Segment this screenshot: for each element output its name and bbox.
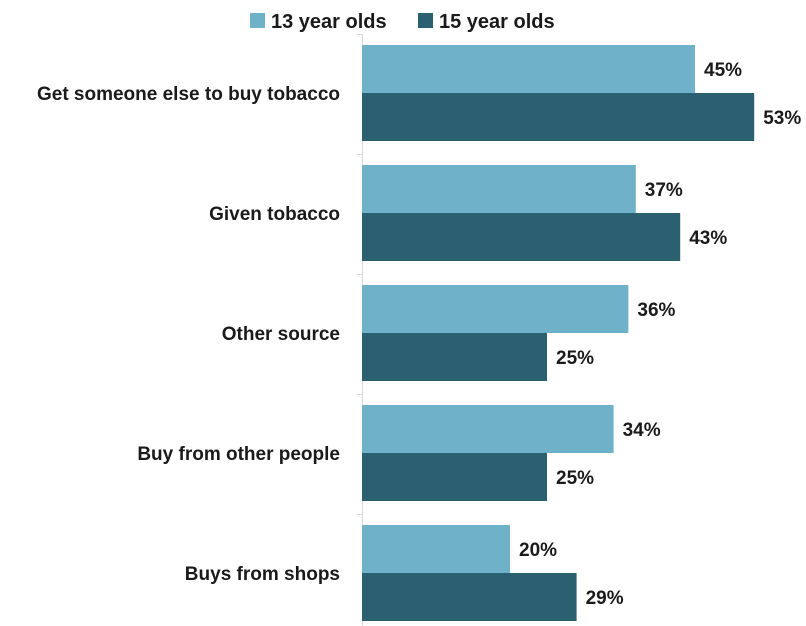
labels: Get someone else to buy tobacco 45% 53% Giv… — [37, 60, 801, 609]
bar-15-year-olds-buys-from-shops — [362, 573, 577, 621]
data-label-13-year-olds-given-tobacco: 37% — [645, 180, 683, 201]
data-label-15-year-olds-other-source: 25% — [556, 348, 594, 369]
legend-swatch-13-year-olds — [250, 13, 265, 28]
legend-label-13-year-olds: 13 year olds — [271, 11, 387, 33]
data-label-13-year-olds-other-source: 36% — [637, 300, 675, 321]
category-label-get-someone-else-to-buy-tobacco: Get someone else to buy tobacco — [37, 84, 340, 105]
category-label-other-source: Other source — [222, 324, 340, 345]
data-label-13-year-olds-buys-from-shops: 20% — [519, 540, 557, 561]
bar-13-year-olds-buys-from-shops — [362, 525, 510, 573]
data-label-15-year-olds-given-tobacco: 43% — [689, 228, 727, 249]
category-label-given-tobacco: Given tobacco — [209, 204, 340, 225]
bar-15-year-olds-other-source — [362, 333, 547, 381]
category-axis — [357, 34, 363, 626]
legend-swatch-15-year-olds — [418, 13, 433, 28]
legend-label-15-year-olds: 15 year olds — [439, 11, 555, 33]
bar-13-year-olds-buy-from-other-people — [362, 405, 614, 453]
data-label-13-year-olds-get-someone-else-to-buy-tobacco: 45% — [704, 60, 742, 81]
bar-15-year-olds-given-tobacco — [362, 213, 681, 261]
bar-13-year-olds-get-someone-else-to-buy-tobacco — [362, 45, 695, 93]
bar-13-year-olds-given-tobacco — [362, 165, 636, 213]
bar-13-year-olds-other-source — [362, 285, 629, 333]
data-label-15-year-olds-buys-from-shops: 29% — [586, 588, 624, 609]
category-label-buys-from-shops: Buys from shops — [185, 564, 340, 585]
bar-15-year-olds-get-someone-else-to-buy-tobacco — [362, 93, 755, 141]
data-label-15-year-olds-buy-from-other-people: 25% — [556, 468, 594, 489]
data-label-13-year-olds-buy-from-other-people: 34% — [623, 420, 661, 441]
data-label-15-year-olds-get-someone-else-to-buy-tobacco: 53% — [763, 108, 801, 129]
bars — [362, 45, 755, 621]
category-label-buy-from-other-people: Buy from other people — [137, 444, 340, 465]
legend: 13 year olds 15 year olds — [250, 11, 555, 33]
bar-15-year-olds-buy-from-other-people — [362, 453, 547, 501]
